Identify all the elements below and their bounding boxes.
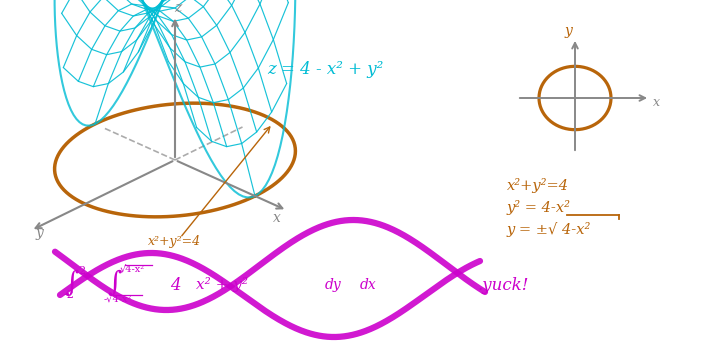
- Text: x: x: [653, 96, 660, 109]
- Text: y: y: [35, 227, 43, 240]
- Text: y = ±√ 4-x²: y = ±√ 4-x²: [507, 222, 591, 237]
- Text: y² = 4-x²: y² = 4-x²: [507, 200, 571, 215]
- Text: .yuck!: .yuck!: [478, 277, 529, 293]
- Text: dx: dx: [360, 278, 377, 292]
- Text: 2: 2: [78, 266, 85, 276]
- Text: z = 4 - x² + y²: z = 4 - x² + y²: [267, 62, 383, 79]
- Text: √4-x²: √4-x²: [120, 264, 145, 274]
- Text: -2: -2: [64, 290, 75, 300]
- Text: -√4-x²: -√4-x²: [104, 294, 132, 303]
- Text: z: z: [174, 1, 182, 15]
- Text: dy: dy: [325, 278, 342, 292]
- Text: x²+y²=4: x²+y²=4: [507, 178, 569, 193]
- Text: x² + y²: x² + y²: [196, 277, 248, 293]
- Text: ∫: ∫: [65, 269, 79, 296]
- Text: x: x: [273, 211, 281, 226]
- Text: 4: 4: [170, 277, 181, 293]
- Text: ∫: ∫: [107, 269, 123, 296]
- Text: y: y: [565, 24, 573, 38]
- Text: x²+y²=4: x²+y²=4: [149, 235, 202, 248]
